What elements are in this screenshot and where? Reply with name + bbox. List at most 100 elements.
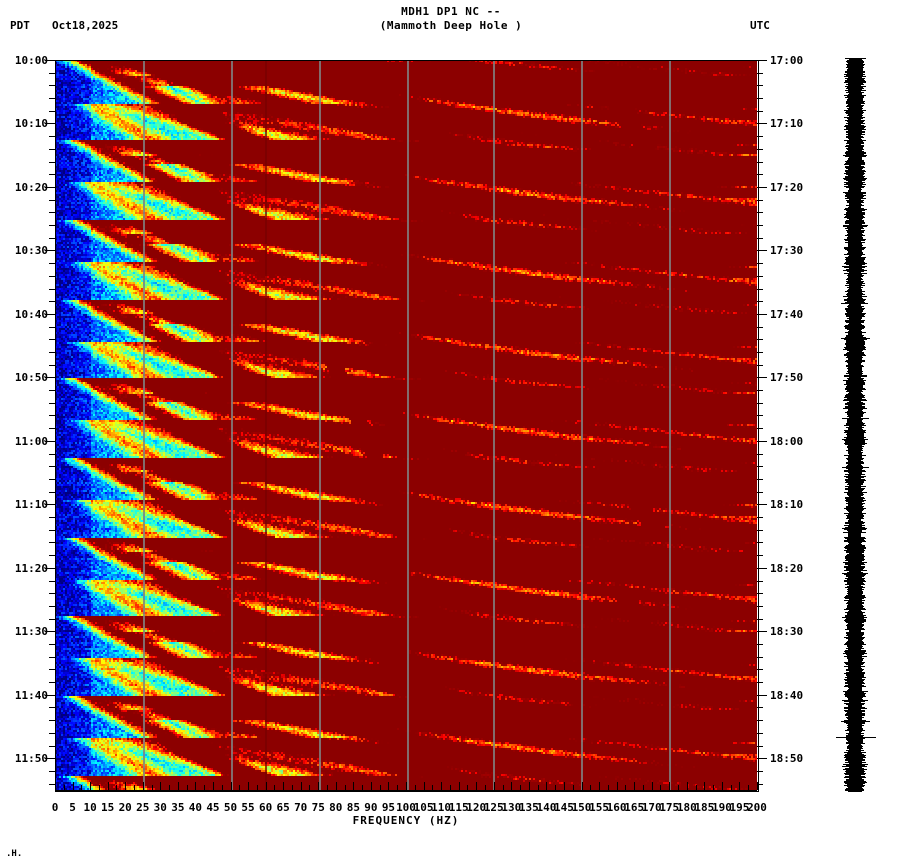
frequency-tick bbox=[204, 785, 206, 790]
axis-tick bbox=[757, 491, 763, 493]
frequency-tick bbox=[327, 785, 329, 790]
axis-tick bbox=[45, 377, 55, 379]
frequency-tick bbox=[528, 782, 530, 790]
pdt-time-label: 10:50 bbox=[14, 371, 48, 385]
axis-tick bbox=[49, 161, 55, 163]
frequency-tick bbox=[160, 782, 162, 790]
frequency-tick bbox=[397, 785, 399, 790]
frequency-tick-label: 195 bbox=[729, 801, 750, 814]
utc-time-label: 18:00 bbox=[770, 434, 804, 448]
frequency-tick-label: 40 bbox=[188, 801, 203, 814]
frequency-tick bbox=[414, 785, 416, 790]
axis-tick bbox=[49, 402, 55, 404]
frequency-tick-label: 10 bbox=[83, 801, 97, 814]
frequency-tick bbox=[678, 785, 680, 790]
frequency-tick bbox=[599, 782, 601, 790]
axis-tick bbox=[49, 707, 55, 709]
axis-tick bbox=[49, 225, 55, 227]
axis-tick bbox=[49, 478, 55, 480]
frequency-tick-label: 30 bbox=[153, 801, 167, 814]
axis-tick bbox=[757, 504, 767, 506]
utc-time-label: 18:20 bbox=[770, 561, 804, 575]
frequency-tick-label: 15 bbox=[101, 801, 115, 814]
axis-tick bbox=[757, 694, 767, 696]
frequency-tick-label: 175 bbox=[659, 801, 680, 814]
axis-tick bbox=[757, 85, 763, 87]
frequency-tick-label: 45 bbox=[206, 801, 220, 814]
frequency-tick bbox=[177, 782, 179, 790]
axis-tick bbox=[49, 618, 55, 620]
axis-tick bbox=[757, 415, 763, 417]
pdt-time-label: 10:10 bbox=[14, 117, 48, 131]
date-label: Oct18,2025 bbox=[52, 19, 119, 32]
axis-tick bbox=[757, 250, 767, 252]
frequency-axis-label: FREQUENCY (HZ) bbox=[352, 814, 460, 827]
frequency-tick bbox=[274, 785, 276, 790]
axis-tick bbox=[49, 542, 55, 544]
frequency-tick-label: 160 bbox=[606, 801, 627, 814]
frequency-tick bbox=[63, 785, 65, 790]
frequency-tick bbox=[362, 785, 364, 790]
axis-tick bbox=[49, 85, 55, 87]
axis-tick bbox=[49, 555, 55, 557]
axis-tick bbox=[757, 60, 767, 61]
frequency-tick-label: 75 bbox=[311, 801, 325, 814]
axis-tick bbox=[757, 377, 767, 379]
frequency-tick bbox=[151, 785, 153, 790]
frequency-tick bbox=[265, 782, 267, 790]
frequency-tick bbox=[212, 782, 214, 790]
pdt-time-label: 10:40 bbox=[14, 307, 48, 321]
frequency-tick bbox=[739, 782, 741, 790]
axis-tick bbox=[757, 98, 763, 100]
pdt-time-label: 11:50 bbox=[14, 752, 48, 766]
frequency-tick-label: 190 bbox=[711, 801, 732, 814]
axis-tick bbox=[49, 110, 55, 112]
frequency-tick bbox=[388, 782, 390, 790]
frequency-tick bbox=[660, 785, 662, 790]
utc-time-label: 18:50 bbox=[770, 752, 804, 766]
axis-tick bbox=[49, 529, 55, 531]
axis-tick bbox=[45, 250, 55, 252]
pdt-time-label: 10:20 bbox=[14, 180, 48, 194]
axis-tick bbox=[757, 580, 763, 582]
frequency-tick-label: 145 bbox=[554, 801, 574, 814]
frequency-tick bbox=[379, 785, 381, 790]
axis-tick bbox=[757, 225, 763, 227]
axis-tick bbox=[49, 136, 55, 138]
frequency-tick bbox=[169, 785, 171, 790]
frequency-tick bbox=[300, 782, 302, 790]
frequency-tick-label: 140 bbox=[536, 801, 557, 814]
frequency-tick bbox=[607, 785, 609, 790]
frequency-tick-label: 20 bbox=[118, 801, 132, 814]
frequency-tick bbox=[81, 785, 83, 790]
frequency-tick bbox=[370, 782, 372, 790]
axis-tick bbox=[49, 644, 55, 645]
frequency-tick bbox=[563, 782, 565, 790]
pdt-time-label: 11:10 bbox=[14, 498, 48, 512]
axis-tick bbox=[49, 275, 55, 277]
axis-tick bbox=[49, 580, 55, 582]
frequency-tick bbox=[625, 785, 627, 790]
frequency-tick bbox=[713, 785, 715, 790]
frequency-tick bbox=[721, 782, 723, 790]
frequency-tick bbox=[502, 785, 504, 790]
axis-tick bbox=[49, 352, 55, 353]
axis-tick bbox=[49, 364, 55, 366]
axis-tick bbox=[757, 593, 763, 595]
axis-tick bbox=[49, 453, 55, 455]
frequency-tick bbox=[520, 785, 522, 790]
axis-tick bbox=[49, 466, 55, 468]
axis-tick bbox=[757, 237, 763, 239]
axis-tick bbox=[49, 783, 55, 785]
frequency-tick bbox=[291, 785, 293, 790]
frequency-tick-label: 100 bbox=[396, 801, 416, 814]
axis-tick bbox=[45, 504, 55, 506]
axis-tick bbox=[45, 313, 55, 315]
axis-tick bbox=[757, 453, 763, 455]
axis-tick bbox=[757, 440, 767, 442]
axis-tick bbox=[757, 199, 763, 201]
frequency-tick bbox=[133, 785, 135, 790]
frequency-tick bbox=[651, 782, 653, 790]
axis-tick bbox=[757, 275, 763, 277]
axis-tick bbox=[45, 758, 55, 760]
